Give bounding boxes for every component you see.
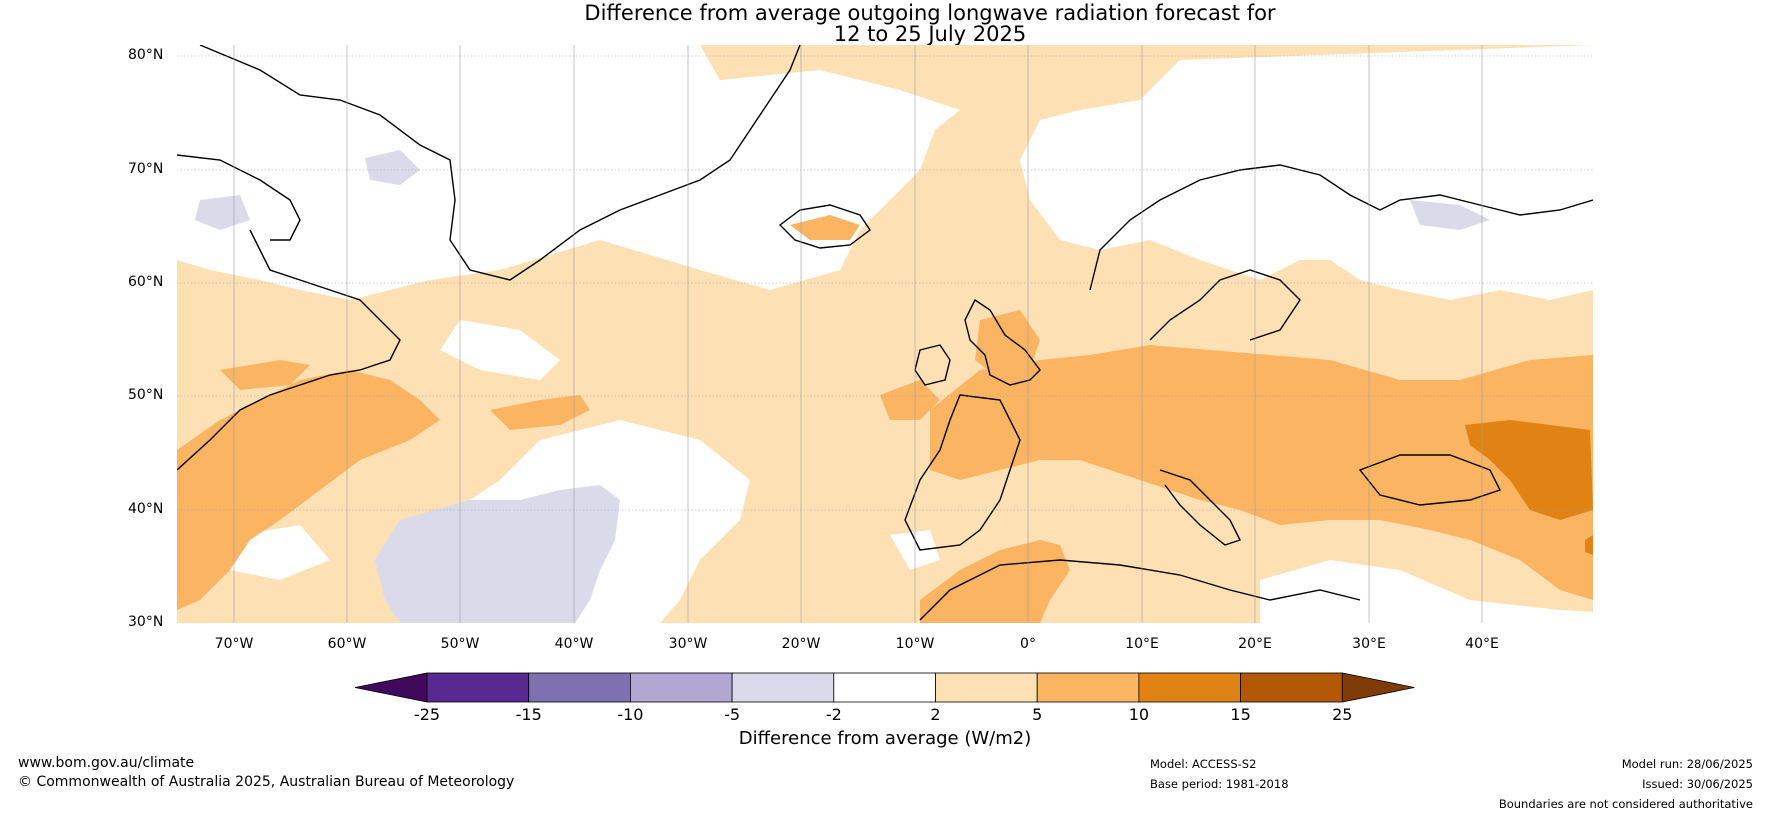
coastlines (177, 45, 1593, 621)
footer-base-period: Base period: 1981-2018 (1150, 777, 1289, 791)
lon-label-30w: 30°W (668, 636, 708, 652)
lat-label-60n: 60°N (128, 274, 164, 290)
anomaly-white-med (1260, 560, 1593, 623)
graticule (177, 45, 1593, 623)
anomaly-orange-europe (930, 345, 1593, 600)
colorbar-tick-label: -5 (724, 705, 741, 724)
colorbar-tick-label: 25 (1332, 705, 1353, 724)
coast-europe (904, 394, 1021, 551)
colorbar-tick-label: 2 (930, 705, 941, 724)
anomaly-lavender-russia (1410, 200, 1490, 230)
coast-canada (177, 229, 401, 471)
colorbar-tick-label: -15 (515, 705, 542, 724)
anomaly-white-labrador (230, 525, 330, 580)
colorbar-bin-0 (426, 672, 530, 703)
colorbar-bin-1 (528, 672, 631, 703)
colorbar-bin-6 (1036, 672, 1140, 703)
coast-greenland (199, 45, 801, 281)
anomaly-lavender-baffin (195, 195, 250, 230)
lon-label-40e: 40°E (1465, 636, 1499, 652)
map-title-line2: 12 to 25 July 2025 (833, 22, 1027, 46)
anomaly-orange-canada (177, 370, 440, 610)
anomaly-darkorange-turkey (1585, 535, 1593, 555)
lon-label-20w: 20°W (781, 636, 821, 652)
footer-copyright: © Commonwealth of Australia 2025, Austra… (18, 774, 515, 790)
colorbar-bin-8 (1240, 672, 1343, 703)
coast-uk (964, 298, 1041, 386)
anomaly-orange-spain (930, 420, 990, 470)
colorbar-bin-5 (935, 672, 1038, 703)
lon-label-10w: 10°W (895, 636, 935, 652)
map-title-line1: Difference from average outgoing longwav… (584, 1, 1276, 25)
lon-label-0: 0° (1020, 636, 1036, 652)
anomaly-fields (177, 45, 1593, 623)
colorbar-tick-label: 15 (1230, 705, 1251, 724)
colorbar-tick-label: -10 (617, 705, 644, 724)
lat-label-80n: 80°N (128, 47, 164, 63)
lat-label-40n: 40°N (128, 501, 164, 517)
coast-blacksea (1358, 454, 1501, 506)
colorbar-bin-7 (1138, 672, 1242, 703)
colorbar-bin-3 (731, 672, 835, 703)
coast-scandinavia (1089, 164, 1593, 291)
lon-label-60w: 60°W (327, 636, 367, 652)
anomaly-white-north-sea (1020, 45, 1593, 300)
footer-website: www.bom.gov.au/climate (18, 755, 195, 771)
lon-label-10e: 10°E (1125, 636, 1159, 652)
lon-label-20e: 20°E (1238, 636, 1272, 652)
footer-disclaimer: Boundaries are not considered authoritat… (1498, 797, 1753, 811)
coast-baffin (177, 154, 301, 241)
lon-label-70w: 70°W (214, 636, 254, 652)
anomaly-darkorange-caucasus (1465, 420, 1593, 520)
anomaly-lavender-atlantic (375, 485, 620, 623)
colorbar-bin-4 (833, 672, 936, 703)
anomaly-lavender-greenland (365, 150, 420, 185)
anomaly-white-atlantic2 (440, 320, 560, 380)
lon-label-30e: 30°E (1352, 636, 1386, 652)
lat-label-30n: 30°N (128, 614, 164, 630)
lat-label-70n: 70°N (128, 161, 164, 177)
coast-italy (1159, 469, 1241, 546)
colorbar-tick-label: -2 (825, 705, 842, 724)
footer-model: Model: ACCESS-S2 (1150, 757, 1257, 771)
coast-africa (919, 559, 1361, 621)
anomaly-orange-atlantic (490, 395, 590, 430)
anomaly-orange-uk (975, 310, 1040, 380)
lon-label-40w: 40°W (554, 636, 594, 652)
anomaly-orange-nafrica (920, 540, 1070, 623)
colorbar-tick-label: 10 (1128, 705, 1150, 724)
colorbar-bin-2 (630, 672, 733, 703)
footer-issued: Issued: 30/06/2025 (1642, 777, 1753, 791)
colorbar-tick-label: -25 (413, 705, 441, 724)
footer-model-run: Model run: 28/06/2025 (1621, 757, 1753, 771)
lat-label-50n: 50°N (128, 387, 164, 403)
anomaly-orange-canada2 (220, 360, 310, 390)
coast-baltic (1149, 269, 1301, 341)
colorbar (354, 672, 1415, 703)
anomaly-orange-ireland (880, 380, 940, 420)
lon-label-50w: 50°W (440, 636, 480, 652)
colorbar-extension-low (354, 672, 428, 703)
colorbar-extension-high (1341, 672, 1415, 703)
coast-iceland (778, 204, 871, 249)
colorbar-label: Difference from average (W/m2) (738, 728, 1032, 749)
colorbar-tick-label: 5 (1032, 705, 1043, 724)
anomaly-orange-iceland (790, 215, 860, 240)
